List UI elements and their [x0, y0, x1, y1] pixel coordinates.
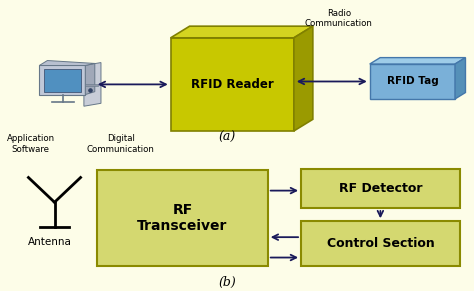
Polygon shape: [455, 58, 465, 99]
Text: RFID Tag: RFID Tag: [386, 77, 438, 86]
Text: (b): (b): [219, 276, 237, 289]
Text: Control Section: Control Section: [327, 237, 434, 250]
Polygon shape: [84, 63, 101, 106]
Polygon shape: [171, 26, 313, 38]
Polygon shape: [171, 38, 294, 131]
Polygon shape: [370, 58, 465, 64]
Text: RF
Transceiver: RF Transceiver: [137, 203, 228, 233]
FancyBboxPatch shape: [97, 170, 268, 266]
Polygon shape: [85, 63, 95, 95]
Text: RFID Reader: RFID Reader: [191, 78, 273, 91]
FancyBboxPatch shape: [301, 221, 460, 266]
Text: Antenna: Antenna: [28, 237, 72, 247]
Polygon shape: [294, 26, 313, 131]
Text: Application
Software: Application Software: [7, 134, 55, 154]
Text: Radio
Communication: Radio Communication: [305, 9, 373, 28]
Text: Digital
Communication: Digital Communication: [87, 134, 155, 154]
Text: (a): (a): [219, 131, 236, 144]
Polygon shape: [370, 64, 455, 99]
FancyBboxPatch shape: [85, 84, 98, 86]
Text: RF Detector: RF Detector: [338, 182, 422, 195]
Polygon shape: [39, 61, 95, 65]
Polygon shape: [39, 65, 85, 95]
FancyBboxPatch shape: [301, 169, 460, 208]
Polygon shape: [44, 69, 81, 92]
